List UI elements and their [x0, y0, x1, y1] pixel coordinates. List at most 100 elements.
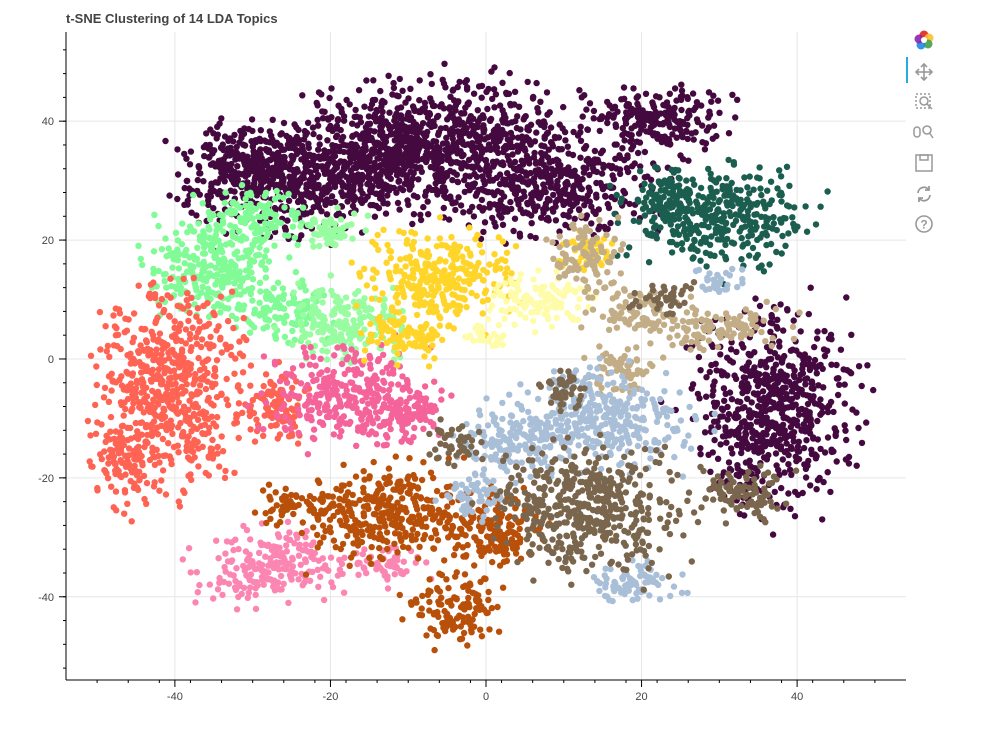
- data-point: [514, 113, 521, 120]
- data-point: [711, 378, 718, 385]
- data-point: [427, 95, 434, 102]
- data-point: [596, 127, 603, 135]
- series-4: [84, 274, 313, 525]
- data-point: [316, 134, 323, 141]
- data-point: [706, 108, 713, 115]
- data-point: [356, 316, 364, 323]
- data-point: [200, 244, 208, 251]
- data-point: [273, 187, 280, 195]
- data-point: [200, 323, 208, 330]
- data-point: [353, 164, 360, 172]
- data-point: [394, 199, 402, 207]
- data-point: [693, 227, 700, 234]
- data-point: [843, 294, 850, 301]
- data-point: [497, 134, 504, 142]
- data-point: [739, 365, 746, 372]
- data-point: [499, 221, 507, 228]
- data-point: [527, 140, 534, 147]
- data-point: [802, 376, 809, 383]
- data-point: [334, 204, 341, 211]
- data-point: [442, 146, 449, 154]
- data-point: [174, 410, 182, 417]
- data-point: [630, 217, 637, 224]
- data-point: [484, 134, 492, 141]
- data-point: [316, 141, 323, 148]
- data-point: [186, 254, 193, 261]
- data-point: [97, 346, 104, 353]
- data-point: [591, 147, 599, 155]
- data-point: [106, 353, 113, 360]
- data-point: [229, 199, 236, 207]
- data-point: [333, 335, 340, 342]
- data-point: [139, 261, 146, 269]
- data-point: [821, 449, 829, 456]
- data-point: [92, 430, 100, 437]
- data-point: [478, 196, 486, 204]
- data-point: [312, 362, 319, 369]
- data-point: [832, 428, 840, 435]
- data-point: [760, 198, 767, 205]
- data-point: [630, 85, 637, 92]
- data-point: [289, 327, 296, 335]
- data-point: [450, 97, 458, 104]
- data-point: [712, 229, 720, 236]
- data-point: [607, 219, 614, 227]
- data-point: [350, 317, 357, 324]
- data-point: [165, 349, 172, 356]
- data-point: [508, 174, 516, 182]
- data-point: [604, 98, 611, 106]
- data-point: [845, 460, 853, 467]
- data-point: [678, 106, 685, 114]
- data-point: [280, 305, 288, 312]
- data-point: [767, 319, 774, 326]
- data-point: [205, 223, 212, 231]
- data-point: [745, 359, 752, 366]
- data-point: [459, 162, 467, 169]
- data-point: [302, 164, 309, 171]
- data-point: [616, 170, 624, 178]
- data-point: [236, 350, 244, 357]
- data-point: [420, 203, 427, 211]
- data-point: [158, 422, 165, 429]
- data-point: [200, 408, 207, 415]
- data-point: [310, 162, 317, 169]
- data-point: [714, 455, 722, 462]
- data-point: [491, 104, 498, 111]
- data-point: [608, 193, 615, 201]
- data-point: [813, 486, 820, 493]
- data-point: [290, 289, 297, 296]
- data-point: [156, 330, 164, 337]
- data-point: [797, 328, 804, 335]
- data-point: [352, 384, 359, 391]
- data-point: [244, 267, 251, 274]
- data-point: [166, 192, 173, 199]
- data-point: [258, 390, 265, 397]
- data-point: [127, 477, 134, 485]
- data-point: [218, 390, 225, 397]
- data-point: [571, 215, 578, 222]
- data-point: [679, 156, 687, 163]
- data-point: [715, 198, 722, 206]
- data-point: [518, 175, 525, 183]
- data-point: [617, 199, 624, 206]
- data-point: [113, 325, 120, 332]
- data-point: [732, 375, 740, 383]
- data-point: [112, 488, 120, 495]
- data-point: [751, 364, 758, 371]
- data-point: [487, 117, 494, 125]
- data-point: [130, 395, 137, 402]
- data-point: [428, 80, 435, 88]
- data-point: [262, 371, 270, 378]
- data-point: [105, 373, 113, 380]
- data-point: [616, 152, 623, 159]
- data-point: [604, 119, 611, 127]
- data-point: [814, 328, 821, 335]
- data-point: [324, 137, 331, 144]
- data-point: [656, 94, 663, 101]
- data-point: [448, 392, 455, 399]
- data-point: [779, 384, 787, 392]
- data-point: [264, 147, 271, 154]
- data-point: [719, 433, 727, 440]
- data-point: [182, 249, 189, 256]
